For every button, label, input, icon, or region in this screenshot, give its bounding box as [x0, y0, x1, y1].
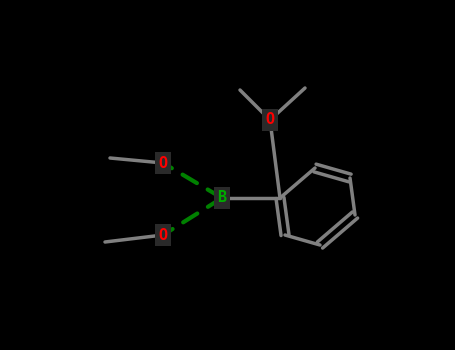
Text: O: O: [158, 155, 167, 170]
Text: B: B: [217, 190, 227, 205]
Text: O: O: [265, 112, 274, 127]
Text: O: O: [158, 228, 167, 243]
